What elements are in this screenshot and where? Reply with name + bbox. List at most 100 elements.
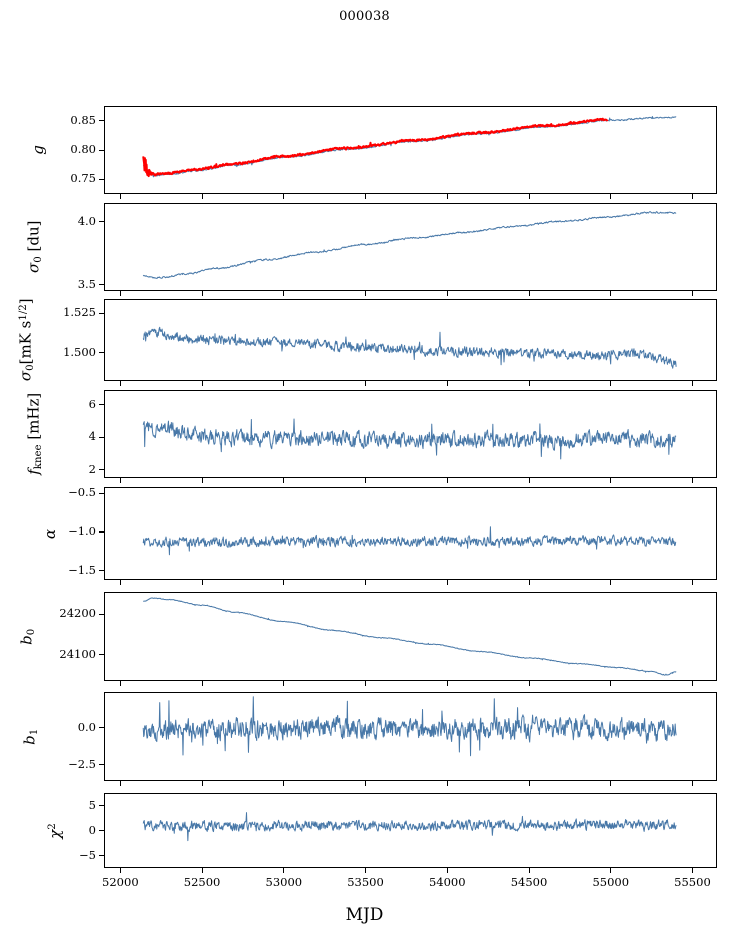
panel-3-sigma-0-mk-s-1-2 xyxy=(104,299,717,381)
x-tick-mark xyxy=(446,868,448,873)
x-tick-mark xyxy=(691,478,694,483)
panel-6-b-0 xyxy=(104,592,717,681)
y-tick-mark xyxy=(99,469,104,471)
y-tick-mark xyxy=(99,221,104,223)
x-tick-mark xyxy=(691,681,694,686)
x-tick-mark xyxy=(528,291,530,296)
x-tick-mark xyxy=(201,580,203,585)
panel-frame xyxy=(104,203,717,291)
trace-sigma0_mK xyxy=(142,326,677,369)
panel-plot-area xyxy=(142,526,677,556)
x-tick-mark xyxy=(610,681,612,686)
x-tick-label: 54000 xyxy=(428,875,466,889)
x-tick-mark xyxy=(365,580,367,585)
panel-5-alpha xyxy=(104,487,717,580)
panel-plot-area xyxy=(142,696,677,757)
y-tick-label: −5 xyxy=(79,847,96,862)
y-tick-mark xyxy=(99,178,104,180)
trace-sigma0_du xyxy=(142,211,677,279)
y-tick-label: 24100 xyxy=(59,646,96,661)
y-tick-mark xyxy=(99,805,104,807)
x-tick-mark xyxy=(119,194,121,199)
y-tick-label: 3.5 xyxy=(77,276,96,291)
trace-b0 xyxy=(143,597,677,676)
x-tick-mark xyxy=(691,868,694,873)
x-tick-mark xyxy=(119,291,121,296)
x-tick-mark xyxy=(365,291,367,296)
x-tick-mark xyxy=(283,781,285,786)
x-tick-mark xyxy=(201,681,203,686)
y-tick-label: −0.5 xyxy=(68,485,96,500)
x-tick-mark xyxy=(691,781,694,786)
panel-frame xyxy=(104,299,717,381)
x-tick-mark xyxy=(610,194,612,199)
y-tick-mark xyxy=(99,404,104,406)
y-tick-mark xyxy=(99,570,104,572)
x-tick-mark xyxy=(365,478,367,483)
y-axis-label-sigma-0-du: σ0 [du] xyxy=(24,220,44,274)
x-tick-label: 54500 xyxy=(510,875,548,889)
y-tick-mark xyxy=(99,436,104,438)
y-tick-label: 0.85 xyxy=(70,112,96,127)
x-tick-mark xyxy=(446,781,448,786)
x-tick-mark xyxy=(610,868,612,873)
x-tick-mark xyxy=(283,868,285,873)
x-tick-mark xyxy=(446,291,448,296)
y-tick-mark xyxy=(99,149,104,151)
x-tick-mark xyxy=(691,580,694,585)
x-tick-mark xyxy=(528,868,530,873)
panel-plot-area xyxy=(142,418,677,460)
y-tick-label: 1.500 xyxy=(63,344,96,359)
x-tick-mark xyxy=(691,194,694,199)
x-tick-mark xyxy=(365,781,367,786)
x-tick-mark xyxy=(119,781,121,786)
y-tick-mark xyxy=(99,855,104,857)
y-tick-label: 0 xyxy=(88,822,96,837)
y-tick-label: 0.0 xyxy=(77,719,96,734)
x-tick-mark xyxy=(365,194,367,199)
y-axis-label-g: g xyxy=(28,145,47,155)
y-tick-mark xyxy=(99,492,104,494)
y-tick-label: −1.0 xyxy=(68,523,96,538)
x-tick-mark xyxy=(528,681,530,686)
y-tick-label: 0.80 xyxy=(70,142,96,156)
trace-b1 xyxy=(142,696,677,757)
panel-plot-area xyxy=(142,326,677,369)
trace-f_knee xyxy=(142,418,677,460)
x-tick-mark xyxy=(365,681,367,686)
panel-frame xyxy=(104,487,717,580)
y-tick-label: 24200 xyxy=(59,606,96,621)
panel-frame xyxy=(104,390,717,478)
y-tick-label: −1.5 xyxy=(68,562,96,577)
y-tick-label: 5 xyxy=(88,797,96,812)
trace-chi2 xyxy=(142,812,677,842)
x-tick-mark xyxy=(119,681,121,686)
y-tick-label: 2 xyxy=(88,461,96,476)
panel-7-b-1 xyxy=(104,692,717,781)
trace-g_red xyxy=(142,117,609,178)
y-axis-label-b-0: b0 xyxy=(17,628,37,645)
x-tick-mark xyxy=(691,291,694,296)
x-tick-mark xyxy=(201,381,203,386)
y-tick-mark xyxy=(99,613,104,615)
x-tick-mark xyxy=(610,478,612,483)
x-tick-mark xyxy=(528,478,530,483)
panel-1-g xyxy=(104,106,717,194)
y-tick-mark xyxy=(99,352,104,354)
y-tick-mark xyxy=(99,727,104,729)
panel-frame xyxy=(104,692,717,781)
panel-plot-area xyxy=(142,211,677,279)
x-tick-mark xyxy=(610,291,612,296)
x-tick-mark xyxy=(528,194,530,199)
x-tick-mark xyxy=(528,580,530,585)
x-tick-mark xyxy=(283,580,285,585)
x-tick-mark xyxy=(610,580,612,585)
x-tick-mark xyxy=(201,478,203,483)
panel-frame xyxy=(104,106,717,194)
panel-frame xyxy=(104,793,717,868)
x-tick-label: 55000 xyxy=(592,875,630,889)
x-tick-mark xyxy=(119,580,121,585)
panel-frame xyxy=(104,592,717,681)
x-tick-label: 53000 xyxy=(265,875,303,889)
panel-4-f-knee-mhz xyxy=(104,390,717,478)
